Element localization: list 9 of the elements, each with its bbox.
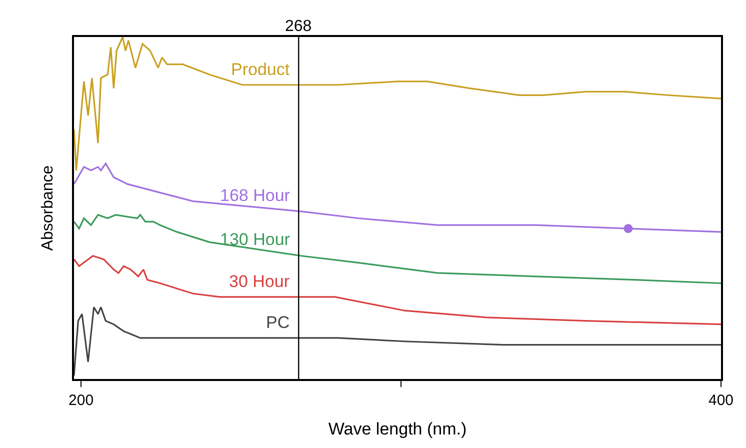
series-label: 30 Hour: [229, 272, 290, 291]
ref-line-label: 268: [285, 18, 312, 35]
series-label: PC: [266, 313, 290, 332]
y-axis-title: Absorbance: [40, 165, 57, 251]
series-label: 168 Hour: [220, 186, 290, 205]
x-tick-label: 400: [708, 392, 734, 409]
x-axis-title: Wave length (nm.): [328, 420, 467, 439]
x-tick-label: 200: [68, 392, 94, 409]
series-label: Product: [231, 60, 290, 79]
